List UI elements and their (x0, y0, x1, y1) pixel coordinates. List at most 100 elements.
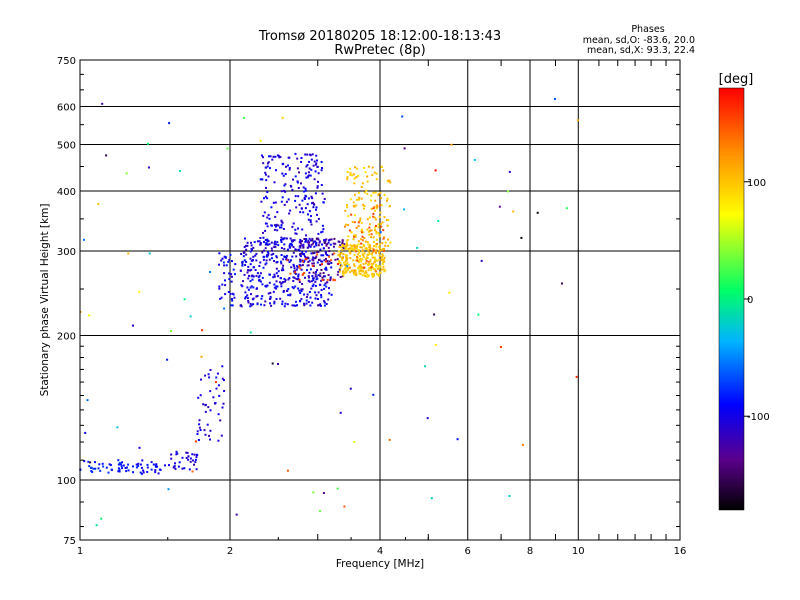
scatter-point (347, 247, 350, 250)
scatter-point (280, 282, 283, 285)
y-tick-label: 200 (57, 332, 76, 343)
scatter-point (341, 257, 344, 260)
scatter-point (287, 294, 290, 297)
scatter-point (281, 267, 284, 270)
scatter-point (375, 172, 378, 175)
scatter-point (296, 304, 298, 307)
scatter-point (183, 467, 186, 470)
scatter-point (325, 303, 328, 305)
scatter-point (208, 434, 210, 437)
scatter-point (88, 465, 91, 468)
scatter-point (122, 464, 125, 467)
scatter-point (223, 379, 225, 382)
scatter-point (244, 264, 247, 266)
y-tick-label: 500 (57, 141, 76, 152)
scatter-point (316, 261, 319, 264)
scatter-point (276, 211, 279, 214)
scatter-point (252, 297, 255, 300)
scatter-point (349, 266, 352, 269)
scatter-point (349, 251, 352, 254)
scatter-point (194, 440, 197, 443)
scatter-point (308, 210, 311, 213)
scatter-point (292, 222, 295, 225)
scatter-point (281, 172, 284, 175)
scatter-point (266, 165, 269, 168)
scatter-point (294, 228, 297, 231)
scatter-point (246, 241, 249, 244)
scatter-point (327, 263, 330, 265)
scatter-point (298, 171, 300, 174)
scatter-point (341, 242, 344, 245)
scatter-point (376, 205, 379, 208)
scatter-point (356, 253, 359, 256)
scatter-point (378, 274, 380, 277)
scatter-point (383, 256, 386, 259)
scatter-point (374, 209, 377, 212)
scatter-point (301, 282, 304, 285)
scatter-point (266, 225, 269, 228)
scatter-point (317, 291, 320, 294)
scatter-point (343, 243, 346, 246)
scatter-point (301, 264, 304, 267)
scatter-point (377, 194, 380, 197)
scatter-point (344, 209, 347, 212)
scatter-point (263, 211, 266, 214)
scatter-point (317, 259, 320, 261)
scatter-point (450, 143, 453, 146)
scatter-point (374, 268, 377, 271)
scatter-point (347, 224, 350, 226)
scatter-point (306, 293, 309, 296)
scatter-point (324, 251, 327, 254)
scatter-point (108, 463, 111, 466)
scatter-point (311, 264, 314, 267)
scatter-point (320, 169, 323, 172)
scatter-point (97, 202, 100, 205)
scatter-point (255, 274, 258, 277)
scatter-point (266, 251, 269, 254)
scatter-point (250, 249, 253, 252)
scatter-point (372, 268, 375, 271)
scatter-point (369, 245, 372, 248)
scatter-point (166, 358, 169, 361)
scatter-point (382, 261, 385, 264)
scatter-point (250, 244, 253, 247)
scatter-point (310, 223, 313, 226)
scatter-point (350, 244, 353, 247)
scatter-point (292, 246, 295, 248)
scatter-point (360, 267, 363, 270)
scatter-point (289, 294, 292, 297)
scatter-point (269, 291, 272, 294)
scatter-point (293, 276, 296, 279)
scatter-point (269, 298, 271, 300)
scatter-point (316, 298, 319, 300)
scatter-point (371, 253, 374, 256)
scatter-point (317, 217, 320, 220)
scatter-point (267, 175, 270, 178)
scatter-point (253, 241, 256, 244)
scatter-point (364, 262, 367, 265)
scatter-point (342, 247, 345, 250)
scatter-point (262, 231, 264, 234)
scatter-point (332, 242, 335, 245)
scatter-point (384, 244, 387, 247)
scatter-point (329, 243, 332, 246)
scatter-point (380, 268, 383, 271)
scatter-point (277, 363, 279, 365)
scatter-point (316, 251, 319, 253)
scatter-point (268, 281, 271, 284)
scatter-point (269, 302, 271, 305)
scatter-point (222, 402, 225, 405)
scatter-point (382, 258, 385, 261)
scatter-point (323, 259, 326, 262)
scatter-point (297, 277, 300, 280)
scatter-point (314, 291, 317, 294)
scatter-point (276, 285, 279, 288)
scatter-point (265, 179, 268, 182)
scatter-point (350, 269, 353, 272)
scatter-point (302, 243, 305, 246)
scatter-point (233, 296, 236, 299)
scatter-point (301, 240, 303, 243)
scatter-point (245, 260, 248, 263)
scatter-point (334, 242, 337, 245)
scatter-point (318, 241, 321, 244)
